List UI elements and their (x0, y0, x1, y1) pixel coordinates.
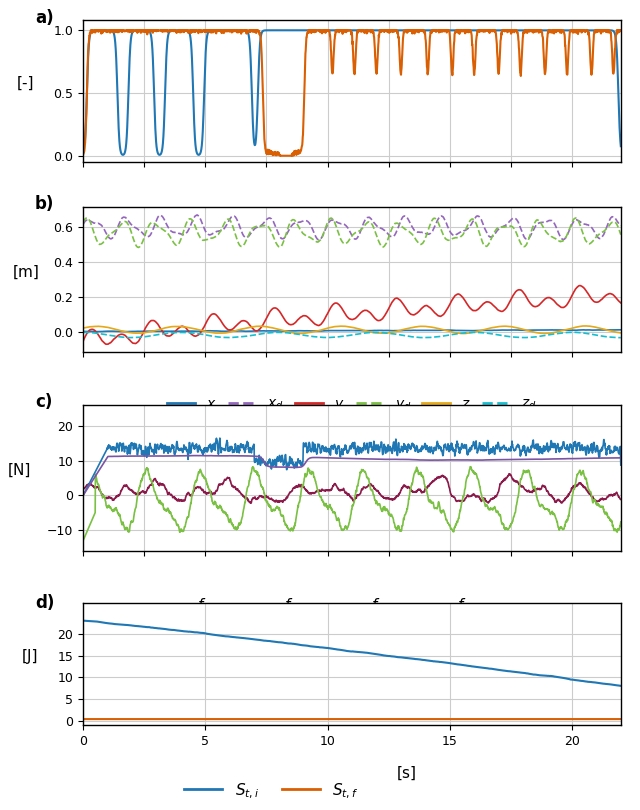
Text: c): c) (35, 394, 52, 411)
Legend: $x$, $x_d$, $y$, $y_d$, $z$, $z_d$: $x$, $x_d$, $y$, $y_d$, $z$, $z_d$ (162, 391, 542, 419)
Y-axis label: [J]: [J] (22, 649, 38, 664)
Y-axis label: [m]: [m] (12, 264, 39, 279)
Text: b): b) (35, 195, 54, 213)
Legend: $\rho_{align}$, $\rho_{frc}$: $\rho_{align}$, $\rho_{frc}$ (172, 201, 371, 232)
Legend: $S_{t,i}$, $S_{t,f}$: $S_{t,i}$, $S_{t,f}$ (178, 775, 365, 807)
Y-axis label: [-]: [-] (17, 76, 35, 92)
Text: [s]: [s] (397, 765, 417, 781)
Y-axis label: [N]: [N] (8, 463, 31, 478)
Text: a): a) (35, 9, 54, 27)
Legend: $f_x$, $f_y$, $f_z$, $f_d$: $f_x$, $f_y$, $f_z$, $f_d$ (140, 590, 477, 624)
Text: d): d) (35, 594, 54, 612)
